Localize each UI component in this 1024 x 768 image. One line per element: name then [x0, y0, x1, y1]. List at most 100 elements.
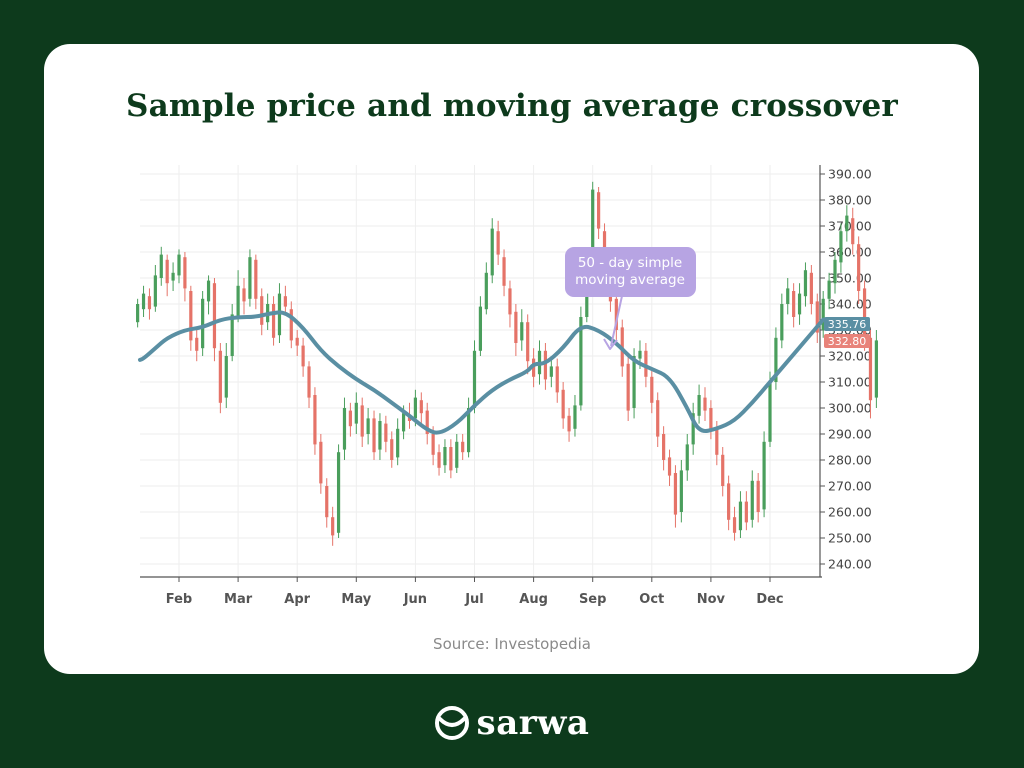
y-tick-label: 270.00: [828, 479, 872, 494]
candle-body: [230, 314, 234, 356]
candle-body: [218, 350, 222, 403]
y-tick-label: 240.00: [828, 557, 872, 572]
candle-body: [437, 452, 441, 468]
candle-body: [715, 428, 719, 455]
candle-body: [874, 340, 878, 398]
candle-body: [573, 405, 577, 429]
candle-body: [378, 421, 382, 450]
last-value-badge: [824, 334, 870, 348]
candle-body: [520, 322, 524, 341]
candle-body: [183, 257, 187, 289]
candle-body: [792, 291, 796, 317]
candle-body: [390, 439, 394, 460]
candle-body: [283, 296, 287, 307]
y-tick-label: 260.00: [828, 505, 872, 520]
last-value-badge: [824, 317, 870, 331]
brand-name: sarwa: [476, 703, 590, 743]
x-tick-label: Feb: [166, 592, 192, 607]
candle-body: [803, 270, 808, 297]
candle-body: [153, 275, 157, 307]
candle-body: [289, 309, 293, 341]
candle-body: [591, 189, 595, 276]
candle-body: [567, 415, 571, 432]
candle-body: [224, 356, 228, 398]
candle-body: [721, 454, 725, 486]
candle-body: [809, 272, 813, 304]
annotation-text: 50 - day simple: [578, 255, 682, 271]
x-tick-label: Oct: [639, 592, 664, 607]
y-tick-label: 390.00: [828, 167, 872, 182]
candle-body: [271, 304, 276, 338]
candle-body: [366, 418, 370, 434]
candle-body: [732, 517, 737, 533]
candle-body: [685, 444, 689, 471]
candle-body: [673, 473, 678, 515]
x-tick-label: Aug: [519, 592, 548, 607]
candle-body: [851, 218, 855, 245]
candle-body: [526, 322, 530, 362]
candle-body: [502, 257, 506, 286]
candle-body: [738, 501, 743, 531]
y-tick-label: 280.00: [828, 453, 872, 468]
candle-body: [845, 215, 849, 232]
candle-body: [242, 288, 246, 302]
candle-body: [750, 480, 754, 520]
candle-body: [626, 363, 630, 411]
x-tick-label: Nov: [697, 592, 726, 607]
candle-body: [236, 285, 240, 317]
y-tick-label: 370.00: [828, 219, 872, 234]
candle-body: [862, 288, 867, 338]
candle-body: [821, 298, 825, 330]
candle-body: [786, 288, 790, 304]
candle-body: [650, 376, 654, 403]
y-tick-label: 350.00: [828, 271, 872, 286]
candle-body: [508, 288, 512, 315]
candle-body: [656, 400, 660, 437]
candle-body: [762, 441, 766, 510]
candle-body: [597, 192, 601, 229]
candle-body: [443, 447, 447, 466]
y-tick-label: 360.00: [828, 245, 872, 260]
candle-body: [614, 298, 618, 330]
candle-body: [638, 350, 642, 359]
y-tick-label: 250.00: [828, 531, 872, 546]
candle-body: [212, 283, 217, 349]
candle-body: [709, 408, 713, 429]
candle-body: [147, 296, 152, 310]
last-value-label: 335.76: [828, 318, 867, 331]
candle-body: [496, 231, 500, 255]
candle-body: [189, 291, 193, 341]
candle-body: [419, 400, 423, 414]
chart-card: [44, 44, 979, 674]
brand-logo: sarwa: [0, 698, 1024, 748]
candle-body: [254, 259, 258, 299]
candle-body: [331, 517, 335, 536]
moving-average-line: [138, 310, 826, 435]
candle-body: [136, 304, 140, 323]
candle-body: [431, 434, 435, 455]
y-tick-label: 290.00: [828, 427, 872, 442]
candle-body: [514, 311, 518, 343]
candle-body: [396, 428, 400, 458]
candle-body: [780, 304, 784, 341]
candle-body: [372, 418, 376, 453]
candle-body: [461, 441, 465, 453]
candle-body: [697, 395, 701, 416]
candle-body: [756, 480, 760, 512]
candle-body: [703, 397, 707, 411]
candle-body: [662, 434, 666, 460]
annotation-text: moving average: [575, 272, 685, 288]
source-caption: Source: Investopedia: [433, 635, 591, 653]
candle-body: [478, 306, 483, 351]
candle-body: [490, 228, 494, 276]
sarwa-logo-icon: [434, 706, 469, 740]
x-tick-label: Jun: [403, 592, 427, 607]
y-tick-label: 320.00: [828, 349, 872, 364]
candle-body: [342, 408, 347, 450]
candle-body: [561, 389, 565, 419]
annotation-arrow-head: [603, 338, 618, 350]
candle-body: [744, 501, 748, 523]
candle-body: [206, 280, 211, 302]
candle-body: [301, 345, 305, 367]
